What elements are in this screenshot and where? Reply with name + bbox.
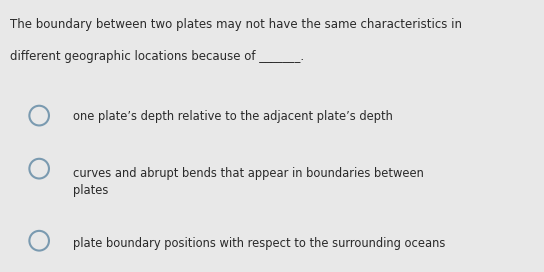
Text: The boundary between two plates may not have the same characteristics in: The boundary between two plates may not … [10, 18, 462, 31]
Text: different geographic locations because of _______.: different geographic locations because o… [10, 50, 304, 63]
Text: one plate’s depth relative to the adjacent plate’s depth: one plate’s depth relative to the adjace… [73, 110, 393, 123]
Text: plate boundary positions with respect to the surrounding oceans: plate boundary positions with respect to… [73, 237, 446, 250]
Text: curves and abrupt bends that appear in boundaries between
plates: curves and abrupt bends that appear in b… [73, 167, 424, 197]
